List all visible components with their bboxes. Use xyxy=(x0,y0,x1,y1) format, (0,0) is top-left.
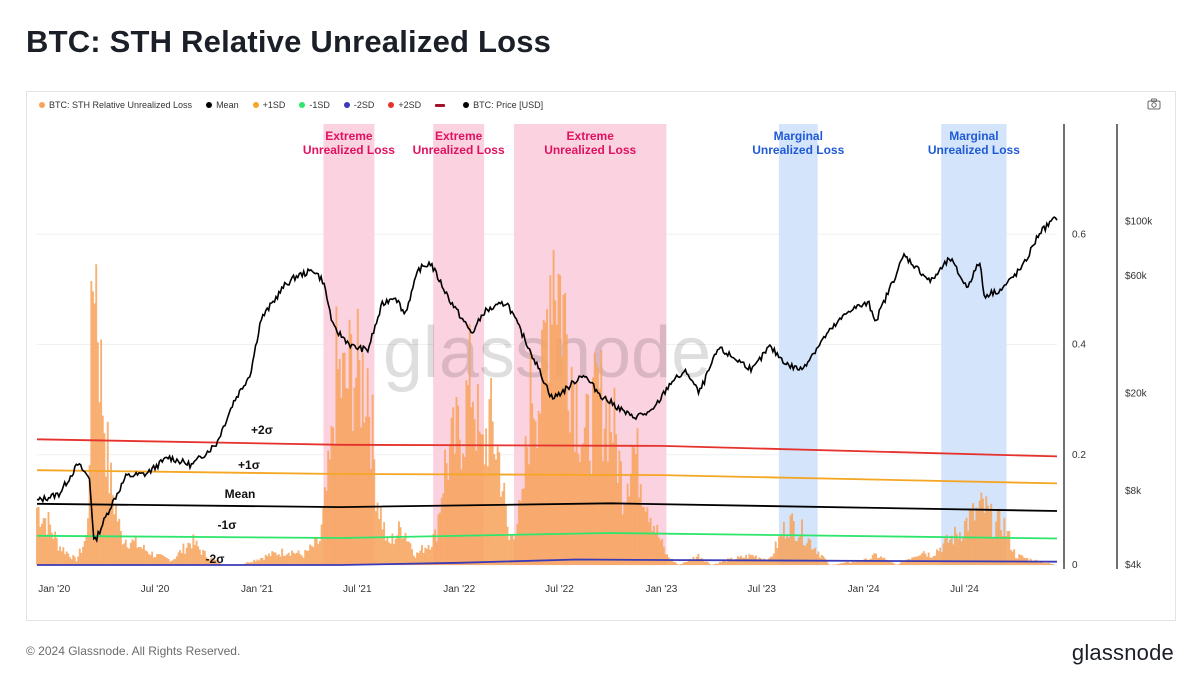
legend-label: +2SD xyxy=(398,100,422,110)
legend-item[interactable]: BTC: STH Relative Unrealized Loss xyxy=(39,100,192,110)
page-title: BTC: STH Relative Unrealized Loss xyxy=(26,24,552,59)
band-label: Extreme xyxy=(435,129,483,143)
legend-item[interactable]: +2SD xyxy=(388,100,421,110)
band-label: Unrealized Loss xyxy=(303,143,395,157)
price-tick-label: $60k xyxy=(1125,271,1148,282)
legend-label: BTC: STH Relative Unrealized Loss xyxy=(49,100,193,110)
band-label: Extreme xyxy=(325,129,373,143)
band-label: Unrealized Loss xyxy=(544,143,636,157)
x-tick-label: Jul '20 xyxy=(141,584,170,595)
sd-line--1sd xyxy=(36,532,1058,540)
legend-swatch xyxy=(39,102,45,108)
band-label: Marginal xyxy=(774,129,823,143)
band-label: Extreme xyxy=(567,129,615,143)
chart-legend: BTC: STH Relative Unrealized Loss Mean +1S… xyxy=(39,98,543,112)
sd-annotation: +2σ xyxy=(251,423,273,437)
brand-logo: glassnode xyxy=(1071,640,1174,665)
band-label: Unrealized Loss xyxy=(752,143,844,157)
band-label: Marginal xyxy=(949,129,998,143)
legend-label: -2SD xyxy=(353,100,375,110)
legend-label: +1SD xyxy=(262,100,286,110)
legend-item[interactable] xyxy=(435,103,449,107)
x-tick-label: Jan '22 xyxy=(443,584,475,595)
x-tick-label: Jul '22 xyxy=(545,584,574,595)
highlight-band xyxy=(941,124,1007,565)
sd-line--2sd xyxy=(37,558,1058,566)
price-tick-label: $8k xyxy=(1125,486,1142,497)
legend-swatch xyxy=(299,102,306,108)
sd-annotation: -1σ xyxy=(218,518,237,532)
legend-item[interactable]: -2SD xyxy=(343,100,375,110)
y-tick-label: 0 xyxy=(1072,560,1078,571)
loss-area-series xyxy=(36,249,1055,565)
sd-annotation: +1σ xyxy=(238,458,260,472)
legend-swatch xyxy=(343,102,350,108)
sd-annotation: Mean xyxy=(225,487,256,501)
x-tick-label: Jan '20 xyxy=(38,584,70,595)
highlight-band xyxy=(778,124,818,565)
sd-line-+2sd xyxy=(36,438,1058,458)
y-tick-label: 0.6 xyxy=(1072,229,1086,240)
band-label: Unrealized Loss xyxy=(413,143,505,157)
legend-swatch xyxy=(388,102,395,108)
x-tick-label: Jul '24 xyxy=(950,584,979,595)
legend-item[interactable]: BTC: Price [USD] xyxy=(463,100,543,110)
chart-panel: BTC: STH Relative Unrealized Loss Mean +1S… xyxy=(26,91,1176,621)
price-tick-label: $20k xyxy=(1125,388,1148,399)
price-line xyxy=(36,216,1058,544)
x-tick-label: Jul '23 xyxy=(747,584,776,595)
copyright-footer: © 2024 Glassnode. All Rights Reserved. xyxy=(26,644,241,658)
legend-label: BTC: Price [USD] xyxy=(473,100,544,110)
legend-item[interactable]: -1SD xyxy=(299,100,330,110)
y-tick-label: 0.2 xyxy=(1072,450,1086,461)
band-label: Unrealized Loss xyxy=(928,143,1020,157)
y-tick-label: 0.4 xyxy=(1072,340,1086,351)
price-tick-label: $100k xyxy=(1125,217,1153,228)
legend-item[interactable]: Mean xyxy=(206,100,239,110)
x-tick-label: Jan '23 xyxy=(645,584,677,595)
legend-label: Mean xyxy=(216,100,239,110)
legend-swatch xyxy=(252,102,259,108)
legend-swatch xyxy=(435,103,446,107)
camera-icon[interactable] xyxy=(1147,98,1161,110)
sd-annotation: -2σ xyxy=(206,552,225,566)
x-tick-label: Jan '24 xyxy=(848,584,880,595)
sd-line-mean xyxy=(36,502,1058,512)
legend-label: -1SD xyxy=(309,100,330,110)
legend-swatch xyxy=(463,102,470,108)
legend-swatch xyxy=(206,102,213,108)
price-tick-label: $4k xyxy=(1125,560,1142,571)
x-tick-label: Jan '21 xyxy=(241,584,273,595)
x-tick-label: Jul '21 xyxy=(343,584,372,595)
legend-item[interactable]: +1SD xyxy=(252,100,286,110)
sd-line-+1sd xyxy=(36,469,1058,485)
